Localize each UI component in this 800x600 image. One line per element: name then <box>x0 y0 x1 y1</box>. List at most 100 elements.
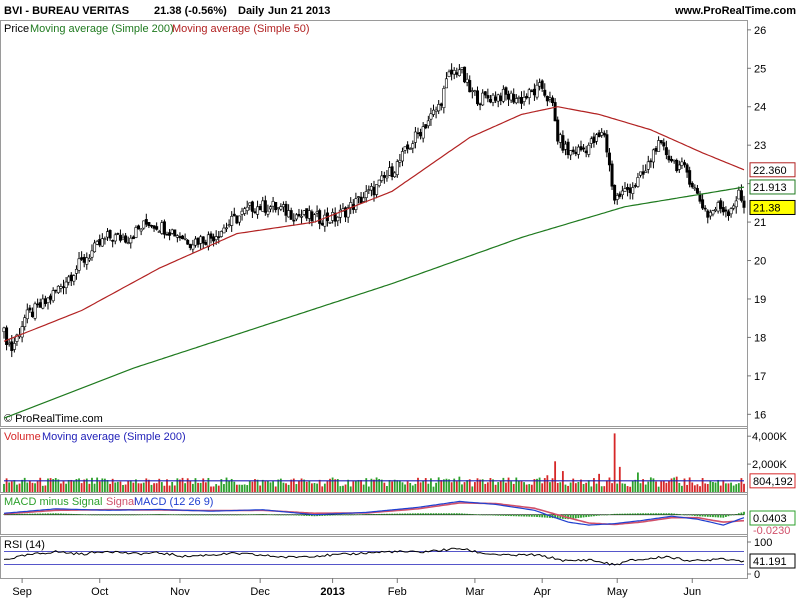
volume-bar <box>417 477 419 492</box>
candle-body <box>72 275 76 282</box>
volume-bar <box>248 480 251 492</box>
candle-body <box>695 188 699 194</box>
macd-hist-bar <box>655 513 657 515</box>
candle-body <box>338 209 342 218</box>
volume-bar <box>166 479 168 492</box>
macd-hist-bar <box>349 514 352 516</box>
candle-body <box>475 90 479 105</box>
volume-bar <box>88 483 91 492</box>
candle-body <box>628 187 632 193</box>
candle-body <box>230 216 234 226</box>
candle-body <box>530 90 534 92</box>
macd-hist-bar <box>512 514 515 517</box>
candle-body <box>43 298 47 305</box>
macd-hist-bar <box>217 514 220 516</box>
volume-bar <box>404 484 406 492</box>
volume-bar <box>147 479 150 492</box>
volume-bar <box>497 482 500 492</box>
candle-body <box>59 286 63 289</box>
candle-body <box>124 235 128 243</box>
macd-hist-bar <box>668 513 670 515</box>
candle-body <box>739 190 743 201</box>
macd-hist-bar <box>637 513 639 515</box>
candle-body <box>626 187 630 190</box>
macd-hist-bar <box>616 513 619 515</box>
candle-body <box>87 258 91 261</box>
volume-bar <box>191 483 194 492</box>
macd-hist-bar <box>476 514 479 516</box>
macd-hist-bar <box>587 514 590 517</box>
volume-bar <box>740 478 743 492</box>
volume-bar <box>197 482 199 492</box>
volume-bar <box>644 484 647 492</box>
volume-bar <box>383 482 386 492</box>
candle-body <box>657 140 661 152</box>
candle-body <box>30 311 34 318</box>
macd-hist-bar <box>109 514 111 516</box>
candle-body <box>212 236 216 242</box>
volume-bar <box>556 483 559 492</box>
macd-hist-bar <box>442 513 445 515</box>
macd-hist-bar <box>246 514 249 516</box>
candle-body <box>209 233 213 239</box>
volume-bar <box>204 482 207 492</box>
macd-hist-bar <box>538 514 541 518</box>
volume-bar <box>626 486 629 492</box>
month-label: Jun <box>683 586 701 598</box>
macd-hist-bar <box>212 514 215 516</box>
macd-hist-bar <box>137 514 140 516</box>
volume-bar <box>378 478 381 492</box>
candle-body <box>667 155 671 161</box>
candle-body <box>23 317 27 327</box>
candle-body <box>726 211 730 216</box>
candle-body <box>556 119 560 142</box>
macd-hist-bar <box>481 514 484 516</box>
volume-bar <box>181 477 184 492</box>
volume-bar <box>479 479 481 492</box>
volume-bar <box>724 483 727 492</box>
macd-hist-bar <box>215 514 218 516</box>
volume-bar <box>52 479 55 492</box>
volume-bar <box>600 486 603 492</box>
macd-hist-bar <box>78 514 80 515</box>
macd-hist-bar <box>264 514 267 515</box>
candle-body <box>111 240 115 242</box>
macd-hist-bar <box>572 514 575 519</box>
month-label: Apr <box>534 586 551 598</box>
candle-body <box>320 222 324 226</box>
candle-body <box>494 96 498 101</box>
macd-hist-bar <box>269 514 272 516</box>
macd-hist-bar <box>724 514 727 517</box>
volume-bar <box>10 481 13 492</box>
macd-hist-bar <box>171 514 174 516</box>
volume-bar <box>631 480 634 492</box>
candle-body <box>36 303 40 306</box>
macd-hist-bar <box>688 514 691 516</box>
volume-bar <box>517 480 520 492</box>
candle-body <box>206 234 210 248</box>
macd-hist-bar <box>396 513 399 515</box>
candle-body <box>25 309 29 320</box>
candle-body <box>380 175 384 181</box>
candle-body <box>514 98 518 104</box>
macd-hist-bar <box>3 514 5 515</box>
macd-hist-bar <box>124 514 127 516</box>
volume-bar <box>78 478 80 492</box>
candle-body <box>457 69 461 76</box>
macd-hist-bar <box>686 514 688 516</box>
candle-body <box>323 214 327 227</box>
signal-legend: Signal <box>106 496 137 508</box>
macd-hist-bar <box>331 514 334 516</box>
candle-body <box>714 209 718 211</box>
macd-hist-bar <box>365 514 368 515</box>
macd-hist-bar <box>375 513 378 515</box>
volume-bar <box>411 485 414 492</box>
candle-body <box>501 89 505 102</box>
volume-bar <box>155 483 158 492</box>
macd-hist-bar <box>502 514 505 516</box>
volume-bar <box>655 481 657 492</box>
candle-body <box>131 236 135 240</box>
volume-bar <box>98 481 101 492</box>
macd-hist-bar <box>285 514 287 516</box>
candles-group <box>2 63 746 358</box>
